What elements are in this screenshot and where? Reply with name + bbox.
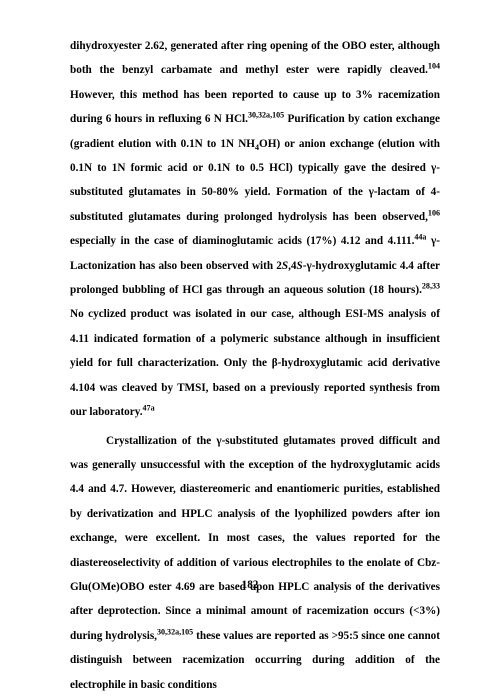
page-content: dihydroxyester 2.62, generated after rin… — [70, 34, 440, 697]
page-number: 182 — [0, 579, 500, 591]
paragraph-1: dihydroxyester 2.62, generated after rin… — [70, 34, 440, 425]
paragraph-2: Crystallization of the γ-substituted glu… — [70, 429, 440, 697]
